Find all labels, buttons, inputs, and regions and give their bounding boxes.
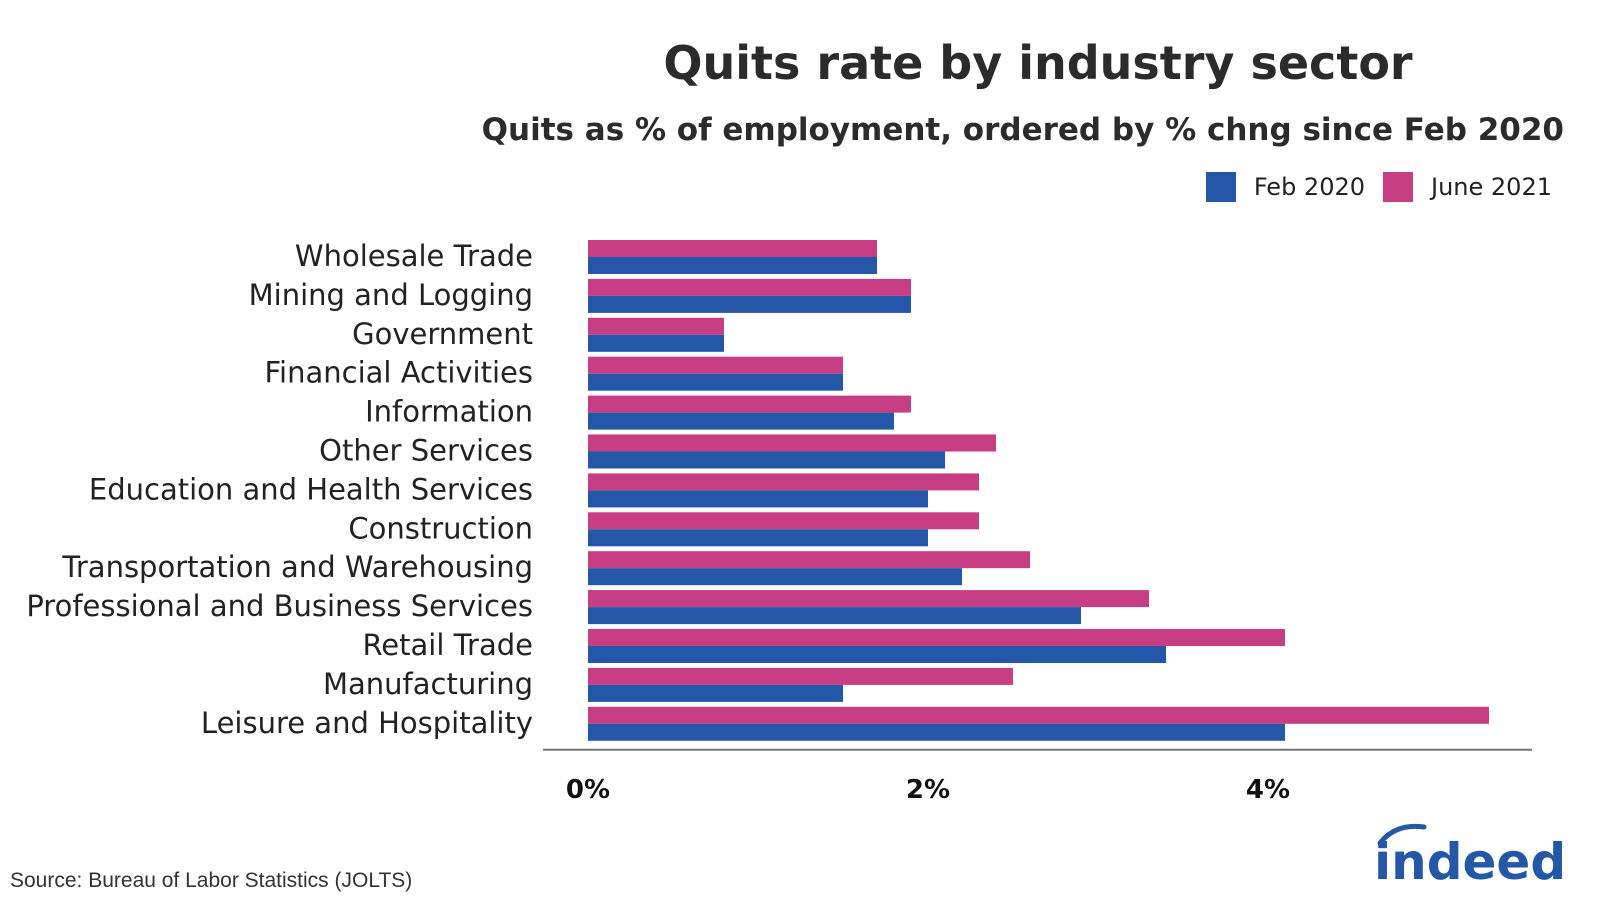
category-label-wholesale-trade: Wholesale Trade <box>295 239 533 273</box>
bar-june-2021-government <box>588 317 724 335</box>
source-note: Source: Bureau of Labor Statistics (JOLT… <box>10 869 413 892</box>
x-tick-label-0: 0% <box>566 775 610 805</box>
category-label-financial-activities: Financial Activities <box>264 356 533 390</box>
bar-june-2021-transportation-and-warehousing <box>588 551 1030 569</box>
bar-feb-2020-other-services <box>588 451 945 469</box>
category-label-construction: Construction <box>348 511 533 545</box>
bar-feb-2020-retail-trade <box>588 646 1166 663</box>
bar-feb-2020-government <box>588 334 724 352</box>
bar-june-2021-wholesale-trade <box>588 240 877 257</box>
bar-june-2021-information <box>588 395 911 413</box>
legend-label-june-2021: June 2021 <box>1431 173 1552 201</box>
category-label-other-services: Other Services <box>319 434 533 468</box>
x-tick-label-1: 2% <box>906 775 950 805</box>
bar-feb-2020-mining-and-logging <box>588 295 911 313</box>
bar-feb-2020-manufacturing <box>588 684 843 702</box>
bar-feb-2020-leisure-and-hospitality <box>588 723 1285 741</box>
bar-feb-2020-wholesale-trade <box>588 257 877 274</box>
bar-feb-2020-information <box>588 412 894 430</box>
category-label-retail-trade: Retail Trade <box>362 628 533 662</box>
legend-swatch-june-2021 <box>1383 172 1414 202</box>
chart-subtitle: Quits as % of employment, ordered by % c… <box>481 112 1564 148</box>
logo-wordmark: indeed <box>1374 833 1566 887</box>
category-label-information: Information <box>365 395 533 429</box>
bar-feb-2020-construction <box>588 529 928 547</box>
category-label-professional-and-business-services: Professional and Business Services <box>26 589 533 623</box>
legend-item-june-2021: June 2021 <box>1383 172 1552 202</box>
bar-june-2021-leisure-and-hospitality <box>588 706 1489 724</box>
logo-arc-icon <box>1377 823 1427 846</box>
category-label-transportation-and-warehousing: Transportation and Warehousing <box>61 550 533 584</box>
bar-june-2021-retail-trade <box>588 629 1285 646</box>
bar-june-2021-construction <box>588 512 979 530</box>
category-label-manufacturing: Manufacturing <box>323 667 533 701</box>
bar-june-2021-other-services <box>588 434 996 452</box>
bar-feb-2020-financial-activities <box>588 373 843 391</box>
legend-label-feb-2020: Feb 2020 <box>1253 173 1366 201</box>
legend-swatch-feb-2020 <box>1205 172 1236 202</box>
legend: Feb 2020 June 2021 <box>1188 172 1552 202</box>
bar-june-2021-education-and-health-services <box>588 473 979 491</box>
category-label-leisure-and-hospitality: Leisure and Hospitality <box>201 706 533 740</box>
category-label-mining-and-logging: Mining and Logging <box>249 278 533 312</box>
category-label-education-and-health-services: Education and Health Services <box>89 472 533 506</box>
chart-title: Quits rate by industry sector <box>663 36 1413 90</box>
legend-item-feb-2020: Feb 2020 <box>1205 172 1366 202</box>
bar-feb-2020-professional-and-business-services <box>588 607 1081 625</box>
bar-feb-2020-transportation-and-warehousing <box>588 568 962 586</box>
bar-june-2021-financial-activities <box>588 356 843 374</box>
indeed-logo: indeed <box>1374 823 1566 887</box>
category-label-government: Government <box>352 317 533 351</box>
bar-june-2021-manufacturing <box>588 667 1013 685</box>
bar-june-2021-mining-and-logging <box>588 278 911 296</box>
bar-feb-2020-education-and-health-services <box>588 490 928 508</box>
bar-june-2021-professional-and-business-services <box>588 590 1149 608</box>
x-tick-label-2: 4% <box>1246 775 1290 805</box>
